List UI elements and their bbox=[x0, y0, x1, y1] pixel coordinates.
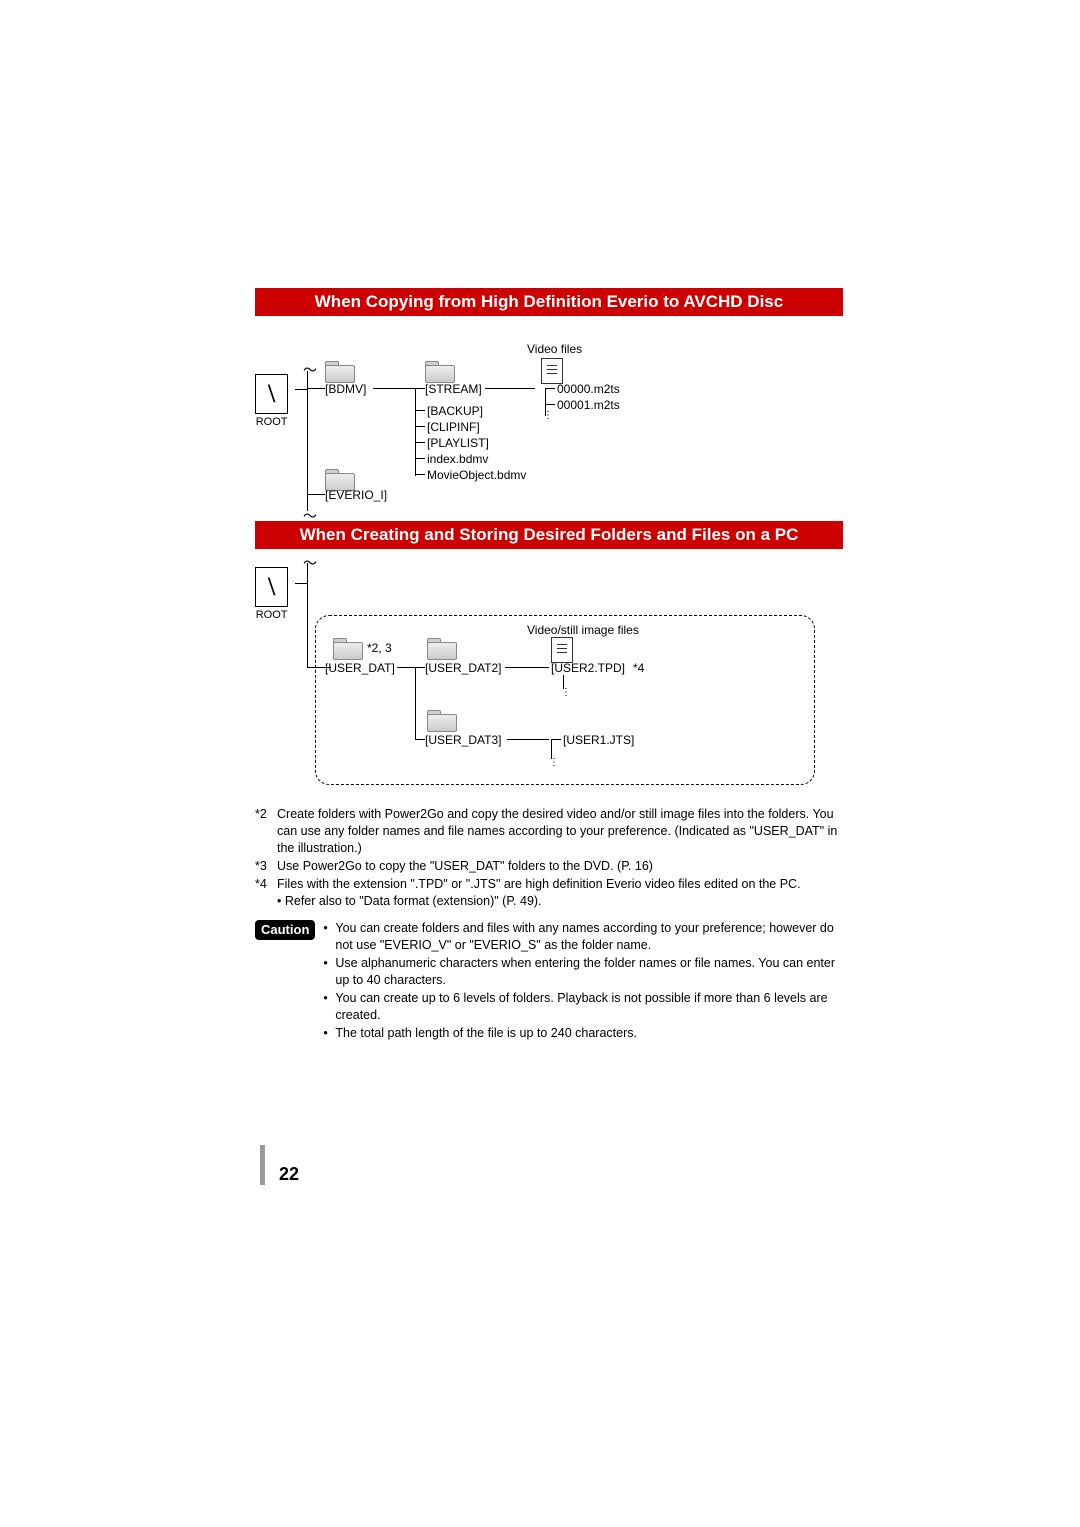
fn-2-marker: *2 bbox=[255, 806, 277, 857]
caution-item-3: You can create up to 6 levels of folders… bbox=[323, 990, 843, 1024]
diagram-pc: \ ROOT 〜 *2, 3 [USER_DAT] [USER_DAT2] Vi… bbox=[255, 549, 843, 794]
page-number: 22 bbox=[279, 1164, 299, 1185]
caution-item-4: The total path length of the file is up … bbox=[323, 1025, 843, 1042]
root-box: \ bbox=[255, 374, 288, 414]
user1-jts-label: [USER1.JTS] bbox=[563, 733, 634, 747]
file-00001: 00001.m2ts bbox=[557, 398, 620, 412]
root-box-2: \ bbox=[255, 567, 288, 607]
caution-block: Caution You can create folders and files… bbox=[255, 920, 843, 1042]
stream-label: [STREAM] bbox=[425, 382, 482, 396]
folder-icon bbox=[425, 358, 455, 380]
tpd-note: *4 bbox=[633, 661, 644, 675]
user2-tpd-label: [USER2.TPD] bbox=[551, 661, 625, 675]
section-header-pc: When Creating and Storing Desired Folder… bbox=[255, 521, 843, 549]
fn-3-text: Use Power2Go to copy the "USER_DAT" fold… bbox=[277, 858, 653, 875]
section-header-avchd: When Copying from High Definition Everio… bbox=[255, 288, 843, 316]
page-number-block: 22 bbox=[260, 1145, 299, 1185]
footnotes: *2Create folders with Power2Go and copy … bbox=[255, 806, 843, 910]
caution-badge: Caution bbox=[255, 920, 315, 940]
page-bar-icon bbox=[260, 1145, 265, 1185]
folder-icon bbox=[325, 358, 355, 380]
caution-item-1: You can create folders and files with an… bbox=[323, 920, 843, 954]
video-files-label: Video files bbox=[527, 342, 582, 356]
clipinf-label: [CLIPINF] bbox=[427, 420, 480, 434]
user-dat2-label: [USER_DAT2] bbox=[425, 661, 501, 675]
user-dat3-label: [USER_DAT3] bbox=[425, 733, 501, 747]
backup-label: [BACKUP] bbox=[427, 404, 483, 418]
folder-icon bbox=[427, 707, 457, 729]
file-icon bbox=[541, 358, 563, 384]
fn-4-text: Files with the extension ".TPD" or ".JTS… bbox=[277, 876, 801, 893]
manual-page: When Copying from High Definition Everio… bbox=[255, 288, 843, 1042]
video-still-label: Video/still image files bbox=[527, 623, 639, 637]
folder-icon bbox=[333, 635, 363, 657]
movieobject-label: MovieObject.bdmv bbox=[427, 468, 526, 482]
index-bdmv-label: index.bdmv bbox=[427, 452, 488, 466]
caution-item-2: Use alphanumeric characters when enterin… bbox=[323, 955, 843, 989]
file-00000: 00000.m2ts bbox=[557, 382, 620, 396]
root-label-2: ROOT bbox=[255, 609, 288, 621]
user-dat-label: [USER_DAT] bbox=[325, 661, 395, 675]
playlist-label: [PLAYLIST] bbox=[427, 436, 489, 450]
folder-icon bbox=[427, 635, 457, 657]
fn-4-sub: • Refer also to "Data format (extension)… bbox=[277, 893, 542, 910]
fn-4-marker: *4 bbox=[255, 876, 277, 893]
annotation-2-3: *2, 3 bbox=[367, 641, 392, 655]
diagram-avchd: \ ROOT 〜 〜 [BDMV] [STREAM] Video files 0… bbox=[255, 316, 843, 521]
file-icon bbox=[551, 637, 573, 663]
everio-i-label: [EVERIO_I] bbox=[325, 488, 387, 502]
bdmv-label: [BDMV] bbox=[325, 382, 366, 396]
fn-2-text: Create folders with Power2Go and copy th… bbox=[277, 806, 843, 857]
folder-icon bbox=[325, 466, 355, 488]
fn-3-marker: *3 bbox=[255, 858, 277, 875]
root-label: ROOT bbox=[255, 416, 288, 428]
